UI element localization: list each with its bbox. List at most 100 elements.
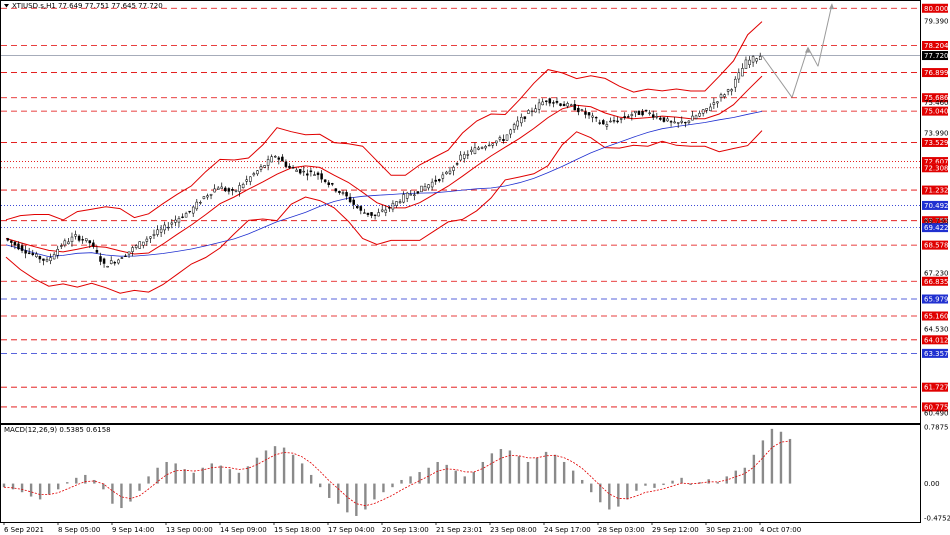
macd-bar: [237, 472, 241, 484]
time-tick-label: 13 Sep 00:00: [166, 526, 213, 534]
candle-body: [530, 110, 534, 113]
price-level-tag: [922, 216, 948, 226]
price-tick-label: 75.460: [924, 99, 949, 107]
candle-body: [555, 101, 559, 103]
price-level-tag: [922, 382, 948, 392]
macd-bar: [66, 482, 69, 484]
macd-bar: [228, 469, 232, 484]
candle-body: [680, 120, 684, 123]
candle-body: [263, 165, 266, 168]
projection-arrows: [761, 3, 834, 98]
candle-body: [363, 212, 366, 214]
price-level-tag: [922, 223, 948, 233]
candle-body: [705, 108, 708, 111]
candle-body: [548, 98, 552, 104]
time-tick-label: 29 Sep 12:00: [652, 526, 699, 534]
macd-bar: [337, 483, 340, 504]
macd-bar: [599, 483, 602, 503]
candle-body: [149, 236, 152, 239]
macd-bar: [273, 446, 277, 484]
candle-body: [216, 187, 220, 190]
candle-body: [662, 117, 666, 122]
time-tick-label: 9 Sep 14:00: [112, 526, 154, 534]
price-axis[interactable]: 80.000 78.204 77.720 76.899 75.686 75.040 73.5…: [922, 3, 950, 523]
candle-body: [598, 122, 601, 124]
candle-body: [723, 94, 726, 97]
candle-body: [70, 236, 74, 242]
main-plot-frame: [0, 0, 921, 424]
candle-body: [634, 111, 637, 114]
time-tick-label: 28 Sep 03:00: [598, 526, 645, 534]
time-tick-label: 21 Sep 23:01: [436, 526, 483, 534]
price-level-label: 69.422: [924, 224, 949, 232]
candle-body: [220, 186, 223, 189]
candle-body: [716, 101, 719, 104]
dropdown-triangle-icon[interactable]: [4, 4, 9, 8]
price-level-label: 63.357: [924, 350, 949, 358]
candle-body: [348, 196, 352, 203]
candle-body: [95, 249, 99, 253]
price-level-label: 65.979: [924, 296, 949, 304]
candle-body: [117, 259, 120, 264]
macd-bar: [779, 431, 783, 484]
macd-bar: [617, 483, 620, 507]
candle-body: [644, 109, 648, 112]
candle-body: [577, 107, 580, 113]
macd-bar: [445, 464, 448, 484]
candle-body: [541, 101, 544, 106]
candle-body: [20, 245, 24, 251]
bollinger-bands: [5, 21, 763, 294]
price-level-tag: [922, 335, 948, 345]
macd-bar: [635, 483, 638, 491]
candle-body: [420, 185, 423, 193]
candle-body: [616, 120, 619, 123]
macd-bar: [264, 450, 268, 484]
candle-body: [88, 240, 92, 244]
candle-body: [470, 149, 473, 152]
price-level-tag: [922, 276, 948, 286]
macd-bar: [282, 447, 286, 484]
price-level-label: 61.727: [924, 384, 949, 392]
macd-bar: [454, 470, 457, 484]
time-axis[interactable]: 6 Sep 2021 8 Sep 05:00 9 Sep 14:00 13 Sep 0…: [3, 522, 801, 534]
candle-body: [505, 134, 509, 141]
macd-bar: [255, 457, 259, 484]
price-level-label: 72.607: [924, 158, 949, 166]
macd-bar: [761, 440, 765, 484]
candle-body: [359, 206, 363, 211]
moving-average-line: [5, 111, 763, 258]
candle-body: [309, 170, 313, 173]
candle-body: [227, 188, 231, 192]
candle-body: [27, 252, 31, 254]
macd-bar: [391, 483, 394, 488]
candle-body: [559, 103, 562, 106]
candle-body: [712, 102, 716, 105]
candle-body: [138, 241, 141, 249]
macd-bar: [129, 483, 132, 502]
price-level-tag: [922, 240, 948, 250]
candle-body: [35, 253, 38, 257]
candle-body: [356, 206, 359, 209]
candle-body: [413, 194, 416, 197]
candle-body: [726, 89, 730, 92]
macd-bar: [770, 428, 774, 484]
macd-bar: [535, 457, 539, 484]
candle-body: [466, 154, 470, 156]
candle-body: [113, 262, 117, 264]
price-level-label: 77.720: [924, 52, 949, 60]
candle-body: [249, 176, 252, 182]
candle-body: [99, 256, 102, 262]
candle-body: [627, 116, 630, 118]
candle-body: [445, 171, 448, 175]
macd-bar: [671, 480, 674, 484]
candle-body: [676, 122, 680, 124]
macd-bar: [436, 461, 439, 484]
candle-body: [167, 226, 170, 229]
macd-bar: [102, 483, 105, 490]
candle-body: [352, 199, 355, 205]
candle-body: [270, 156, 273, 163]
candle-body: [448, 170, 452, 174]
price-level-tag: [922, 311, 948, 321]
time-tick-label: 24 Sep 17:00: [544, 526, 591, 534]
